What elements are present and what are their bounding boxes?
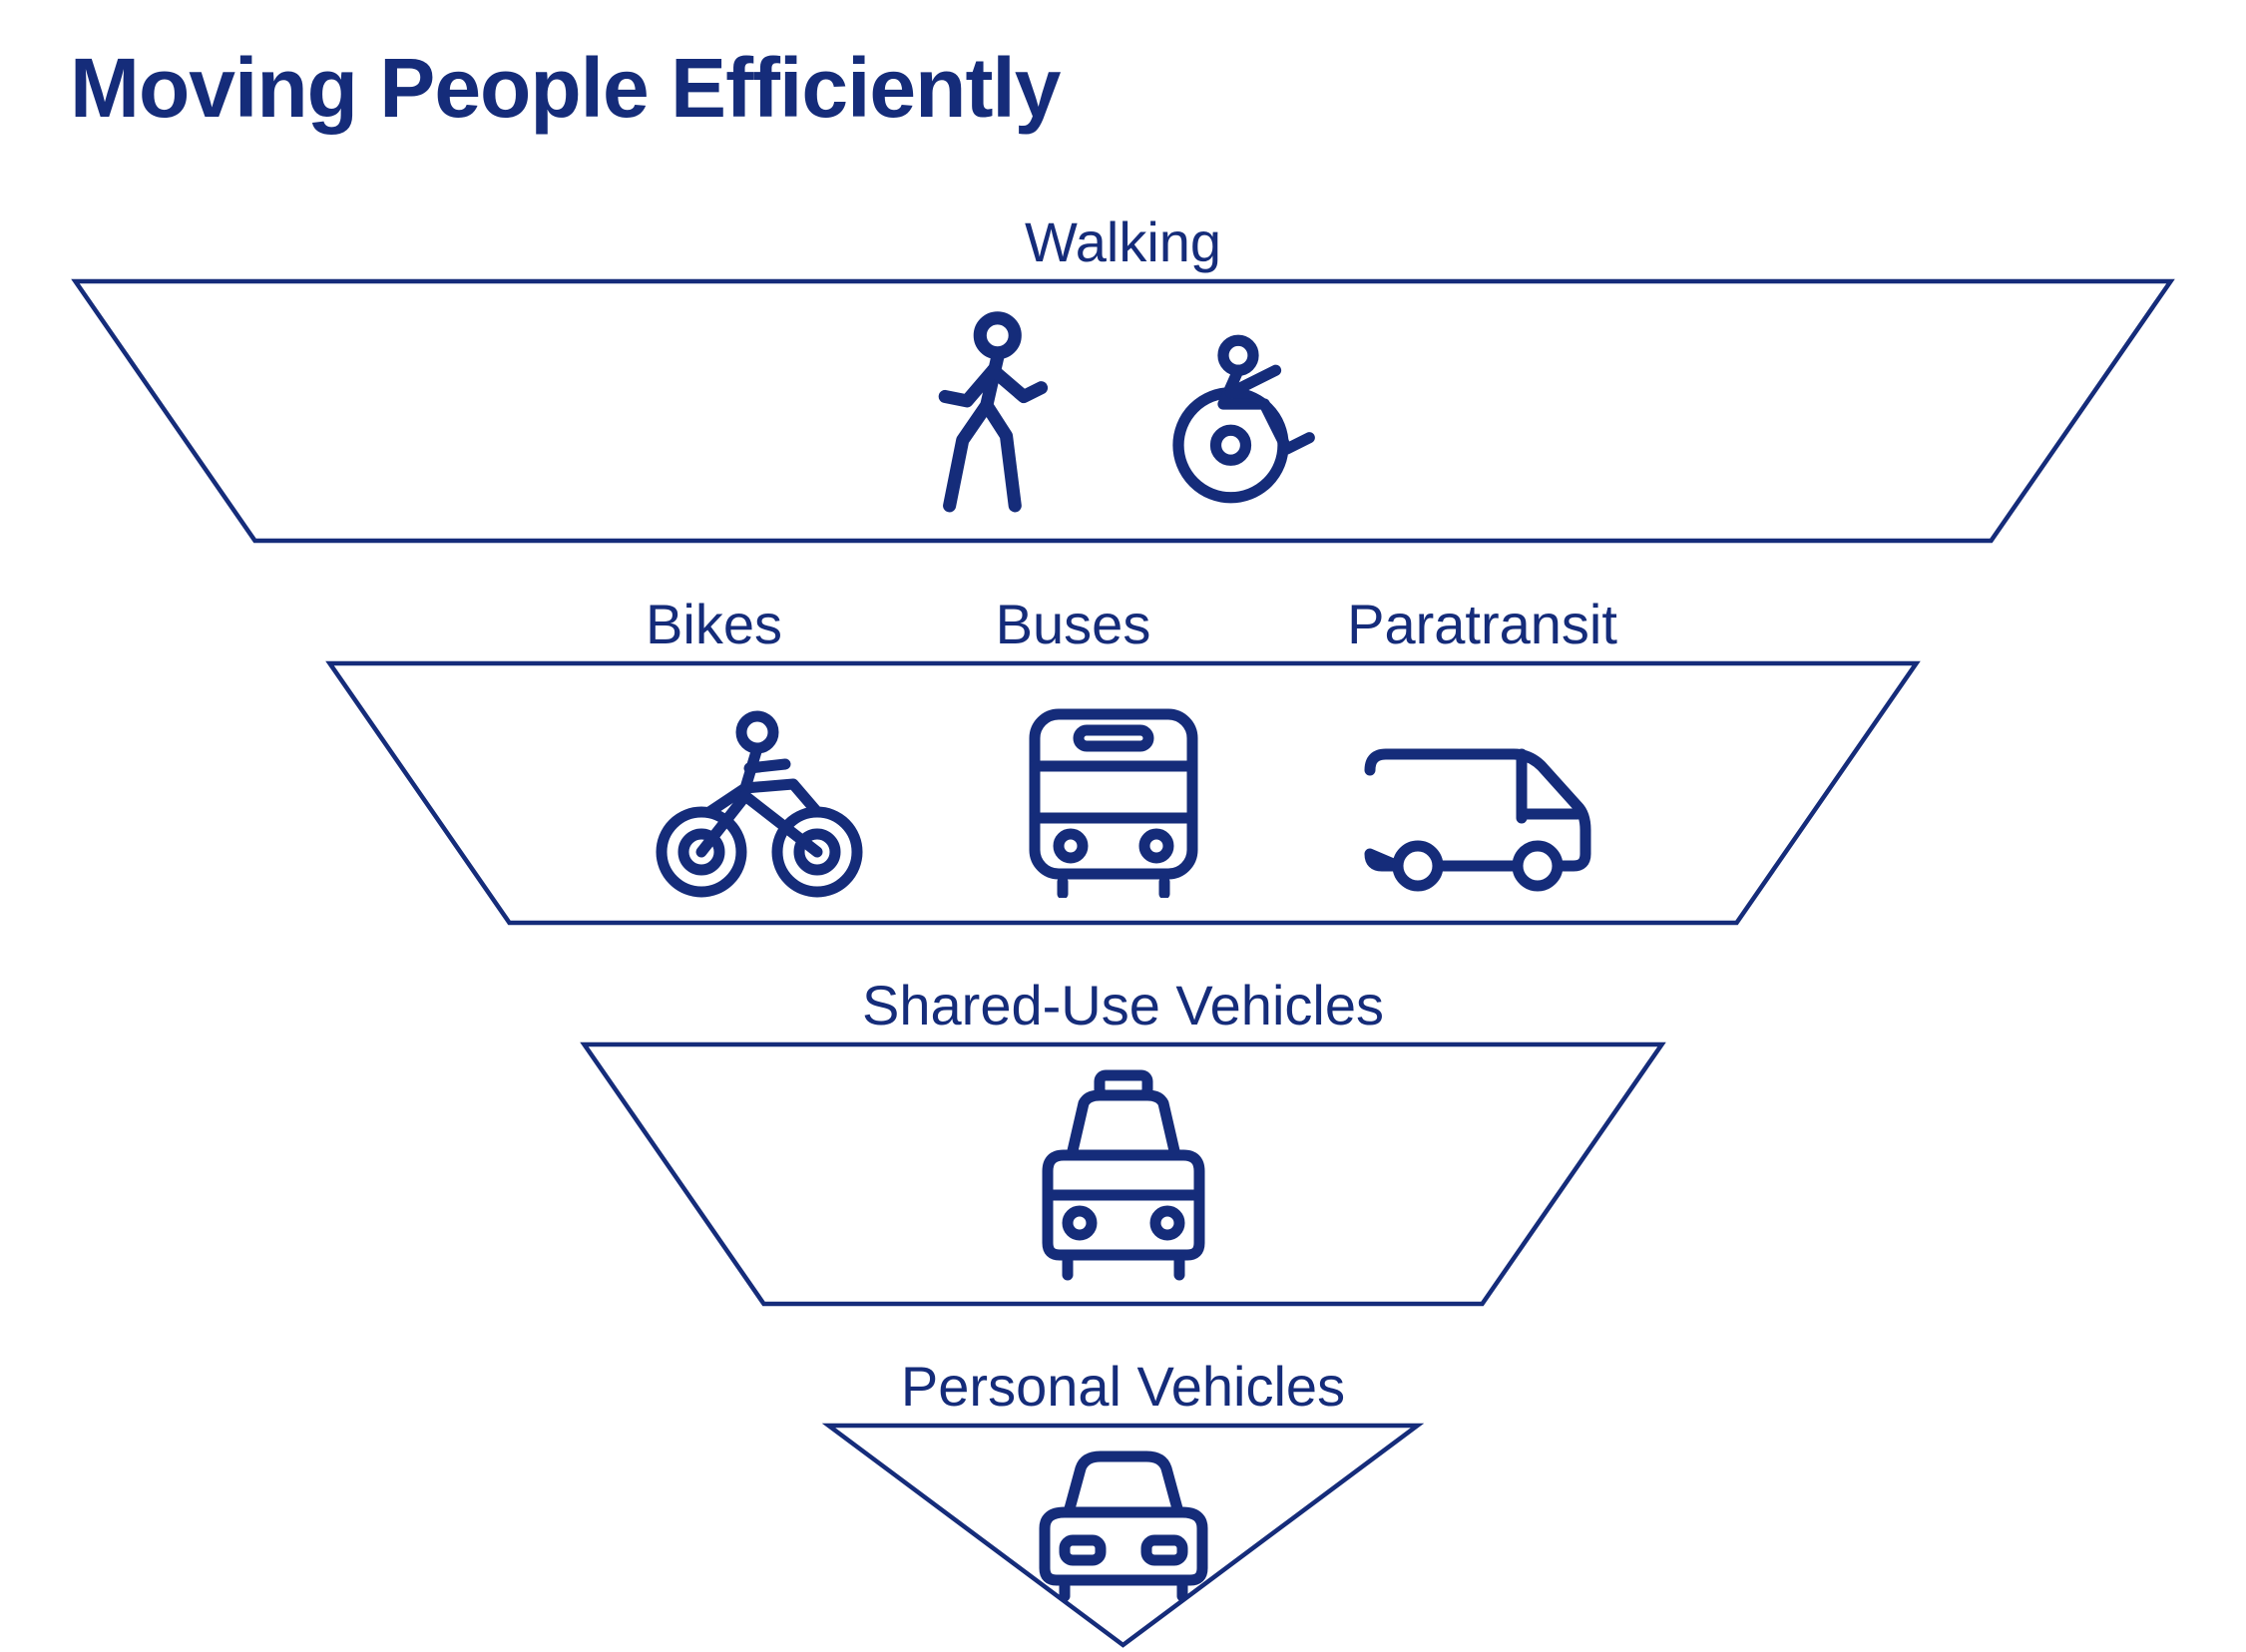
bus-icon [1019,698,1208,898]
tier-3-label: Shared-Use Vehicles [862,973,1384,1037]
bike-icon [650,708,869,898]
tier-1-icons [919,309,1328,519]
walking-icon [919,309,1059,519]
wheelchair-icon [1148,319,1328,519]
tier-2-labels: Bikes Buses Paratransit [615,592,1632,656]
van-icon [1358,738,1597,898]
tier-2-label-bikes: Bikes [615,592,814,656]
tier-3-icons [1024,1067,1223,1287]
taxi-icon [1024,1067,1223,1287]
page: Moving People Efficiently Walking [0,0,2246,1652]
tier-1-label: Walking [1025,209,1221,274]
tier-4-label: Personal Vehicles [901,1354,1345,1419]
tier-4-icons [1029,1445,1218,1604]
tier-2-label-buses: Buses [974,592,1173,656]
tier-2-label-paratransit: Paratransit [1333,592,1632,656]
car-icon [1029,1445,1218,1604]
tier-2-icons [650,698,1597,898]
